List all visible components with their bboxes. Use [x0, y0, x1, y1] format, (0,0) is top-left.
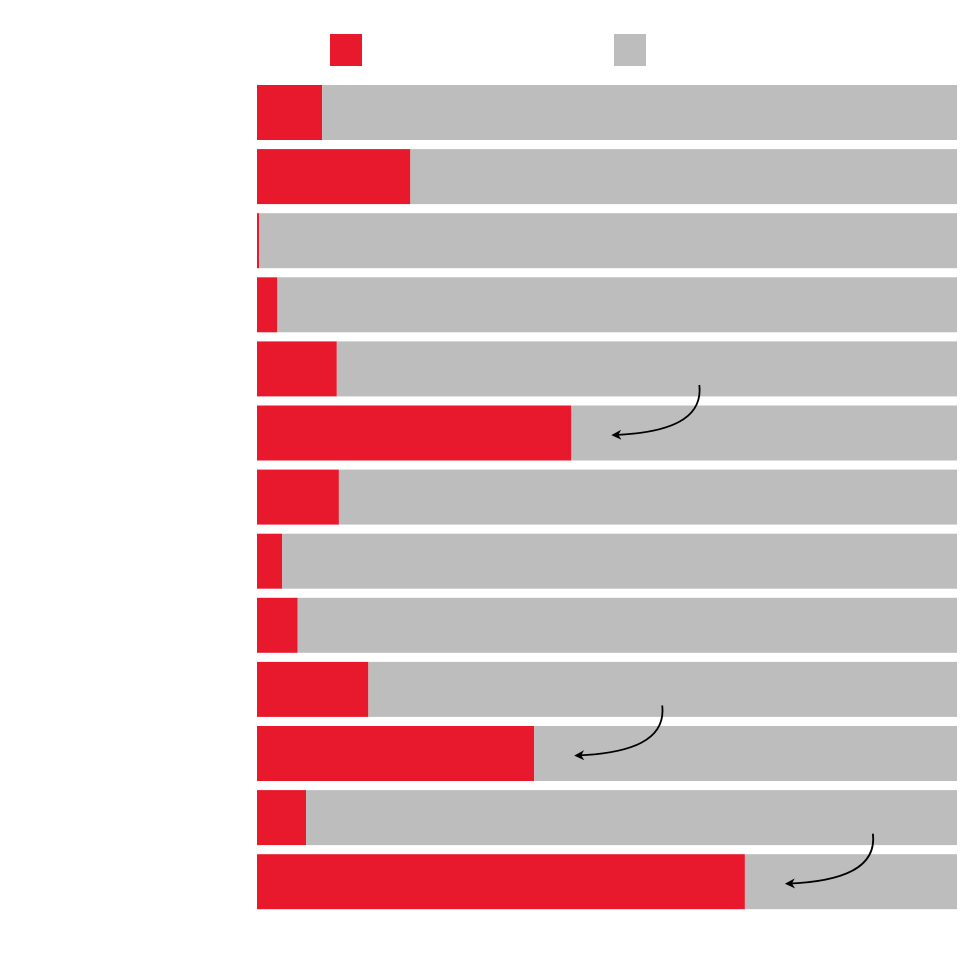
- bar-row-1-segment-1: [257, 85, 323, 140]
- bars-group: [257, 85, 958, 910]
- bar-row-1-segment-2: [322, 85, 958, 140]
- bar-row-9-segment-1: [257, 597, 298, 653]
- bar-row-5-segment-1: [257, 341, 337, 397]
- bar-row-8-segment-2: [282, 533, 957, 589]
- bar-row-12-segment-2: [306, 790, 957, 846]
- bar-row-3-segment-2: [259, 213, 958, 269]
- bar-row-2-segment-2: [410, 149, 957, 205]
- annotation-arrow-2: [574, 705, 664, 761]
- bar-row-13-segment-1: [257, 854, 745, 910]
- annotations-group: [574, 384, 875, 889]
- bar-row-2-segment-1: [257, 149, 411, 205]
- bar-row-5-segment-2: [336, 341, 957, 397]
- bar-row-11-segment-1: [257, 726, 535, 781]
- annotation-arrow-3: [784, 833, 875, 889]
- legend: [330, 34, 646, 66]
- bar-row-12-segment-1: [257, 790, 306, 846]
- bar-row-3-segment-1: [257, 213, 260, 269]
- bar-row-4-segment-2: [277, 277, 957, 333]
- bar-row-6-segment-1: [257, 405, 572, 461]
- annotation-arrow-1: [611, 384, 701, 440]
- bar-row-4-segment-1: [257, 277, 278, 333]
- bar-row-10-segment-1: [257, 661, 369, 717]
- legend-swatch-1: [330, 34, 362, 66]
- legend-swatch-2: [614, 34, 646, 66]
- bar-row-9-segment-2: [297, 597, 958, 653]
- bar-row-7-segment-2: [338, 469, 957, 525]
- bar-row-8-segment-1: [257, 533, 283, 589]
- bar-row-6-segment-2: [571, 405, 957, 461]
- bar-row-7-segment-1: [257, 469, 339, 525]
- bar-row-13-segment-2: [744, 854, 957, 910]
